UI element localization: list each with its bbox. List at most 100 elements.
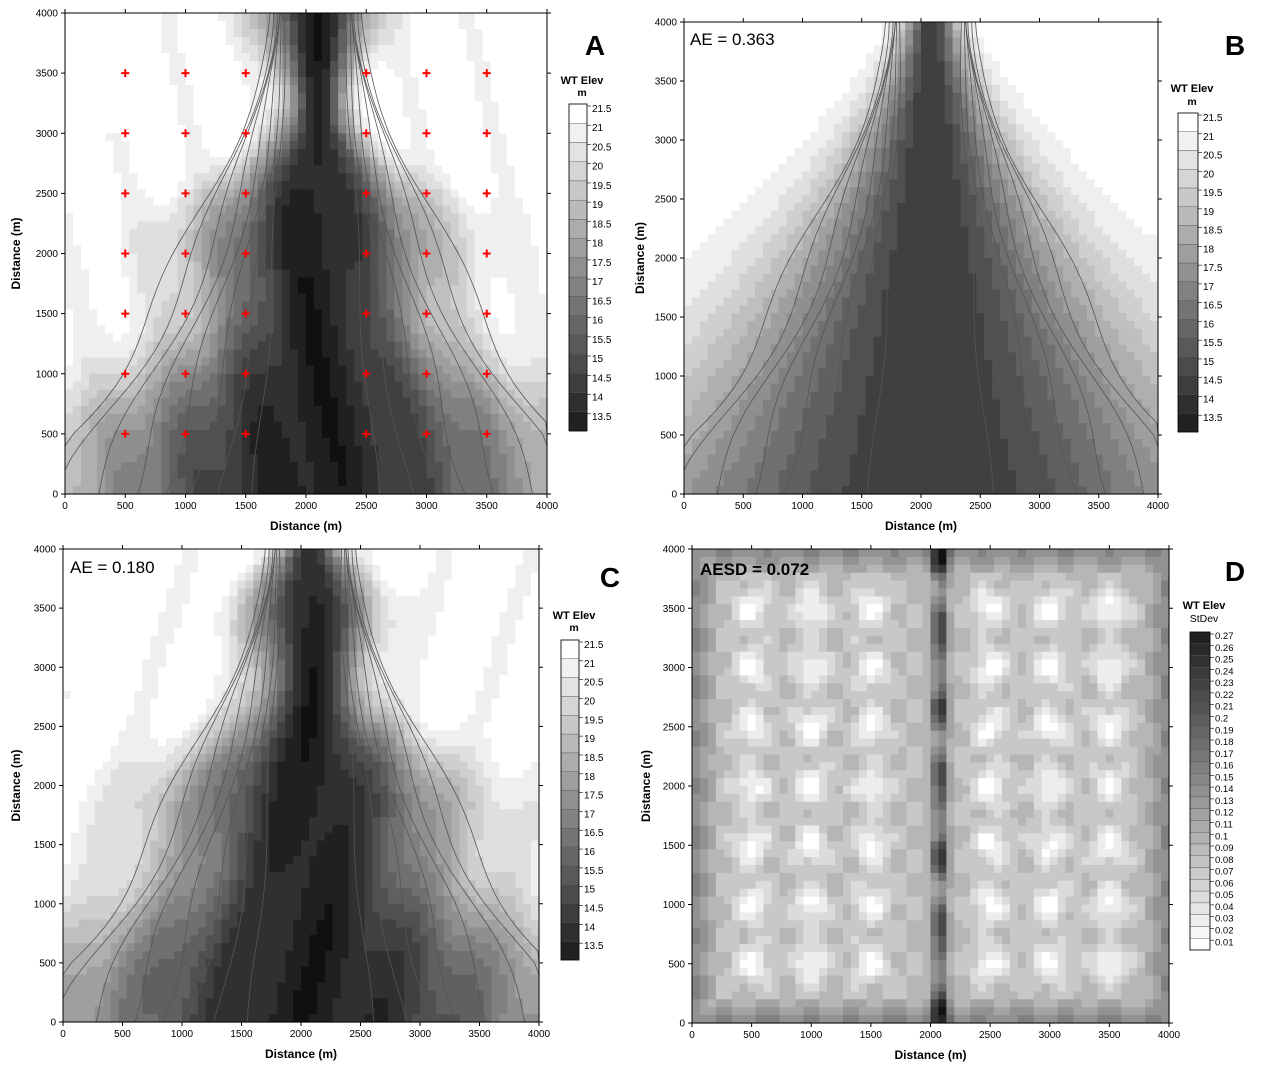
contour-cell bbox=[314, 374, 323, 383]
contour-cell bbox=[523, 310, 532, 319]
contour-cell bbox=[226, 197, 235, 206]
contour-cell bbox=[386, 486, 395, 495]
contour-cell bbox=[507, 229, 516, 238]
contour-cell bbox=[121, 29, 130, 38]
contour-cell bbox=[378, 262, 387, 271]
contour-cell bbox=[89, 29, 98, 38]
contour-cell bbox=[362, 462, 371, 471]
contour-cell bbox=[145, 334, 154, 343]
contour-cell bbox=[459, 13, 468, 22]
contour-cell bbox=[459, 157, 468, 166]
contour-cell bbox=[386, 318, 395, 327]
contour-cell bbox=[266, 278, 275, 287]
contour-cell bbox=[499, 382, 508, 391]
contour-cell bbox=[346, 374, 355, 383]
contour-cell bbox=[499, 422, 508, 431]
contour-cell bbox=[73, 254, 82, 263]
contour-cell bbox=[708, 376, 717, 384]
contour-cell bbox=[322, 197, 331, 206]
contour-cell bbox=[459, 278, 468, 287]
contour-cell bbox=[475, 181, 484, 190]
contour-cell bbox=[692, 109, 701, 117]
contour-cell bbox=[186, 270, 195, 279]
contour-cell bbox=[186, 117, 195, 126]
contour-cell bbox=[274, 390, 283, 399]
contour-cell bbox=[186, 478, 195, 487]
contour-cell bbox=[113, 229, 122, 238]
contour-cell bbox=[523, 221, 532, 230]
contour-cell bbox=[499, 221, 508, 230]
contour-cell bbox=[290, 117, 299, 126]
contour-cell bbox=[731, 250, 740, 258]
contour-cell bbox=[322, 342, 331, 351]
contour-cell bbox=[186, 205, 195, 214]
contour-cell bbox=[226, 478, 235, 487]
contour-cell bbox=[716, 337, 725, 345]
contour-cell bbox=[427, 390, 436, 399]
contour-cell bbox=[475, 205, 484, 214]
contour-cell bbox=[153, 189, 162, 198]
contour-cell bbox=[435, 77, 444, 86]
contour-cell bbox=[747, 77, 756, 85]
contour-cell bbox=[65, 21, 74, 30]
contour-cell bbox=[708, 439, 717, 447]
contour-cell bbox=[65, 302, 74, 311]
contour-cell bbox=[771, 195, 780, 203]
contour-cell bbox=[402, 13, 411, 22]
contour-cell bbox=[491, 446, 500, 455]
contour-cell bbox=[731, 305, 740, 313]
contour-cell bbox=[467, 462, 476, 471]
contour-cell bbox=[314, 342, 323, 351]
contour-cell bbox=[73, 374, 82, 383]
contour-cell bbox=[515, 221, 524, 230]
contour-cell bbox=[161, 133, 170, 142]
contour-cell bbox=[803, 101, 812, 109]
contour-cell bbox=[290, 213, 299, 222]
contour-cell bbox=[499, 117, 508, 126]
contour-cell bbox=[451, 213, 460, 222]
contour-cell bbox=[113, 294, 122, 303]
contour-cell bbox=[89, 374, 98, 383]
contour-cell bbox=[234, 205, 243, 214]
contour-cell bbox=[362, 262, 371, 271]
contour-cell bbox=[282, 302, 291, 311]
contour-cell bbox=[242, 438, 251, 447]
contour-cell bbox=[523, 205, 532, 214]
contour-cell bbox=[739, 478, 748, 486]
contour-cell bbox=[515, 326, 524, 335]
contour-cell bbox=[194, 21, 203, 30]
contour-cell bbox=[113, 165, 122, 174]
contour-cell bbox=[515, 85, 524, 94]
contour-cell bbox=[459, 422, 468, 431]
contour-cell bbox=[795, 195, 804, 203]
contour-cell bbox=[258, 13, 267, 22]
contour-cell bbox=[145, 229, 154, 238]
legend-swatch bbox=[569, 123, 587, 142]
contour-cell bbox=[105, 173, 114, 182]
contour-cell bbox=[443, 245, 452, 254]
contour-cell bbox=[81, 486, 90, 495]
contour-cell bbox=[499, 294, 508, 303]
contour-cell bbox=[747, 447, 756, 455]
contour-cell bbox=[795, 164, 804, 172]
contour-cell bbox=[523, 109, 532, 118]
contour-cell bbox=[97, 398, 106, 407]
contour-cell bbox=[818, 242, 827, 250]
contour-cell bbox=[186, 181, 195, 190]
contour-cell bbox=[692, 345, 701, 353]
contour-cell bbox=[322, 133, 331, 142]
contour-cell bbox=[531, 101, 540, 110]
contour-cell bbox=[483, 141, 492, 150]
contour-cell bbox=[65, 245, 74, 254]
contour-cell bbox=[121, 21, 130, 30]
contour-cell bbox=[692, 463, 701, 471]
contour-cell bbox=[145, 245, 154, 254]
contour-cell bbox=[186, 390, 195, 399]
contour-cell bbox=[330, 61, 339, 70]
contour-cell bbox=[113, 245, 122, 254]
contour-cell bbox=[202, 141, 211, 150]
contour-cell bbox=[763, 219, 772, 227]
contour-cell bbox=[394, 189, 403, 198]
contour-cell bbox=[435, 462, 444, 471]
contour-cell bbox=[121, 454, 130, 463]
